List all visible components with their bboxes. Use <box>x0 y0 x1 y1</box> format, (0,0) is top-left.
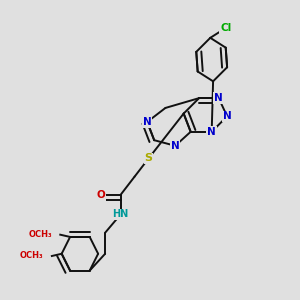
Text: OCH₃: OCH₃ <box>28 230 52 239</box>
Text: HN: HN <box>112 209 129 220</box>
Text: N: N <box>143 117 152 127</box>
Text: O: O <box>97 190 105 200</box>
Text: N: N <box>223 111 232 121</box>
Text: Cl: Cl <box>220 23 231 33</box>
Text: S: S <box>145 153 153 164</box>
Text: N: N <box>214 93 223 103</box>
Text: N: N <box>171 141 180 151</box>
Text: OCH₃: OCH₃ <box>20 251 44 260</box>
Text: N: N <box>207 127 216 137</box>
